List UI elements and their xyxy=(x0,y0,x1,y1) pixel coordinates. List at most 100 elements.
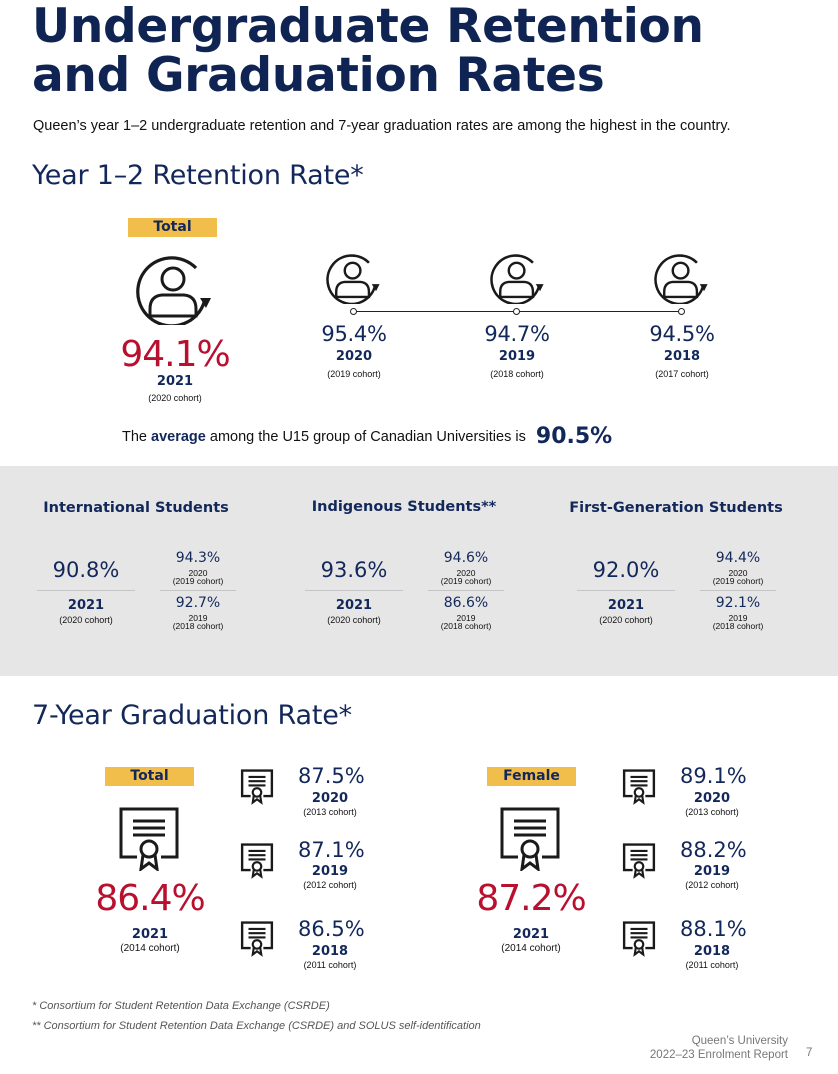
group-prev-pct: 94.3% xyxy=(175,550,221,566)
graduation-female-year: 2021 xyxy=(512,927,550,942)
graduation-female-pct: 87.2% xyxy=(476,878,586,919)
graduation-female-cohort: (2014 cohort) xyxy=(501,943,561,954)
graduation-female-history-cohort: (2013 cohort) xyxy=(685,807,739,817)
group-prev-pct: 94.6% xyxy=(443,550,489,566)
graduation-female-history-pct: 89.1% xyxy=(680,764,747,788)
avg-bold: average xyxy=(151,429,206,445)
timeline-dot xyxy=(350,308,357,315)
group-main-pct: 90.8% xyxy=(52,558,120,582)
person-cycle-icon xyxy=(654,254,708,304)
group-prev-year: 2020 xyxy=(728,568,748,578)
page-title: Undergraduate Retention and Graduation R… xyxy=(32,0,704,103)
graduation-total-history-cohort: (2012 cohort) xyxy=(303,880,357,890)
diploma-certificate-icon xyxy=(622,769,656,805)
retention-current-cohort: (2020 cohort) xyxy=(148,393,202,403)
group-main-pct: 92.0% xyxy=(592,558,660,582)
avg-suffix: among the U15 group of Canadian Universi… xyxy=(209,429,526,445)
retention-history-year: 2019 xyxy=(498,349,536,364)
person-cycle-icon xyxy=(326,254,380,304)
group-prev-pct: 86.6% xyxy=(443,595,489,611)
group-prev-cohort: (2018 cohort) xyxy=(712,621,764,631)
diploma-certificate-icon xyxy=(240,769,274,805)
student-groups-panel xyxy=(0,466,838,676)
timeline-dot xyxy=(513,308,520,315)
retention-history-cohort: (2019 cohort) xyxy=(327,369,381,379)
retention-history-pct: 95.4% xyxy=(321,322,387,346)
graduation-female-history-cohort: (2012 cohort) xyxy=(685,880,739,890)
u15-average-line: The average among the U15 group of Canad… xyxy=(122,424,612,449)
group-title: International Students xyxy=(43,500,229,516)
graduation-total-tag: Total xyxy=(105,767,194,786)
retention-total-tag: Total xyxy=(128,218,217,237)
group-prev-cohort: (2018 cohort) xyxy=(172,621,224,631)
graduation-total-history-year: 2019 xyxy=(311,864,349,879)
group-main-cohort: (2020 cohort) xyxy=(327,615,381,625)
group-prev-year: 2019 xyxy=(728,613,748,623)
group-main-cohort: (2020 cohort) xyxy=(599,615,653,625)
diploma-certificate-icon xyxy=(622,843,656,879)
retention-current-year: 2021 xyxy=(156,374,194,389)
retention-history-year: 2020 xyxy=(335,349,373,364)
diploma-certificate-icon xyxy=(500,807,560,871)
group-main-year: 2021 xyxy=(335,598,373,613)
group-main-cohort: (2020 cohort) xyxy=(59,615,113,625)
group-prev-pct: 92.1% xyxy=(715,595,761,611)
group-prev-pct: 92.7% xyxy=(175,595,221,611)
graduation-total-history-cohort: (2013 cohort) xyxy=(303,807,357,817)
retention-history-pct: 94.7% xyxy=(484,322,550,346)
person-cycle-icon xyxy=(490,254,544,304)
group-main-pct: 93.6% xyxy=(320,558,388,582)
group-prev-year: 2019 xyxy=(456,613,476,623)
diploma-certificate-icon xyxy=(622,921,656,957)
group-prev-year: 2020 xyxy=(188,568,208,578)
group-prev-cohort: (2018 cohort) xyxy=(440,621,492,631)
group-title: First-Generation Students xyxy=(569,500,783,516)
graduation-total-history-pct: 86.5% xyxy=(298,917,365,941)
group-divider xyxy=(37,590,135,591)
diploma-certificate-icon xyxy=(119,807,179,871)
graduation-female-history-year: 2019 xyxy=(693,864,731,879)
graduation-female-history-pct: 88.2% xyxy=(680,838,747,862)
group-title: Indigenous Students** xyxy=(311,499,497,515)
retention-history-pct: 94.5% xyxy=(649,322,715,346)
page-number: 7 xyxy=(806,1047,813,1059)
footer-report: 2022–23 Enrolment Report xyxy=(649,1049,788,1061)
avg-prefix: The xyxy=(122,429,147,445)
graduation-total-year: 2021 xyxy=(131,927,169,942)
group-prev-cohort: (2019 cohort) xyxy=(172,576,224,586)
retention-history-year: 2018 xyxy=(663,349,701,364)
graduation-heading: 7-Year Graduation Rate* xyxy=(32,700,352,731)
u15-average-value: 90.5% xyxy=(535,424,613,449)
graduation-total-cohort: (2014 cohort) xyxy=(120,943,180,954)
group-prev-year: 2020 xyxy=(456,568,476,578)
graduation-total-pct: 86.4% xyxy=(95,878,205,919)
group-divider xyxy=(700,590,776,591)
graduation-total-history-pct: 87.5% xyxy=(298,764,365,788)
group-prev-cohort: (2019 cohort) xyxy=(712,576,764,586)
graduation-total-history-year: 2020 xyxy=(311,791,349,806)
group-main-year: 2021 xyxy=(67,598,105,613)
group-divider xyxy=(577,590,675,591)
group-divider xyxy=(428,590,504,591)
graduation-total-history-year: 2018 xyxy=(311,944,349,959)
graduation-female-tag: Female xyxy=(487,767,576,786)
footnote: * Consortium for Student Retention Data … xyxy=(32,1000,330,1012)
graduation-total-history-cohort: (2011 cohort) xyxy=(303,960,357,970)
retention-history-cohort: (2018 cohort) xyxy=(490,369,544,379)
group-divider xyxy=(305,590,403,591)
retention-history-cohort: (2017 cohort) xyxy=(655,369,709,379)
footer-org: Queen’s University xyxy=(691,1035,788,1047)
footnote: ** Consortium for Student Retention Data… xyxy=(32,1020,481,1032)
graduation-female-history-cohort: (2011 cohort) xyxy=(685,960,739,970)
graduation-total-history-pct: 87.1% xyxy=(298,838,365,862)
group-prev-year: 2019 xyxy=(188,613,208,623)
retention-heading: Year 1–2 Retention Rate* xyxy=(32,160,364,191)
group-main-year: 2021 xyxy=(607,598,645,613)
graduation-female-history-year: 2018 xyxy=(693,944,731,959)
person-cycle-icon xyxy=(136,256,211,325)
intro-text: Queen’s year 1–2 undergraduate retention… xyxy=(33,118,731,134)
timeline-dot xyxy=(678,308,685,315)
graduation-female-history-pct: 88.1% xyxy=(680,917,747,941)
graduation-female-history-year: 2020 xyxy=(693,791,731,806)
diploma-certificate-icon xyxy=(240,921,274,957)
